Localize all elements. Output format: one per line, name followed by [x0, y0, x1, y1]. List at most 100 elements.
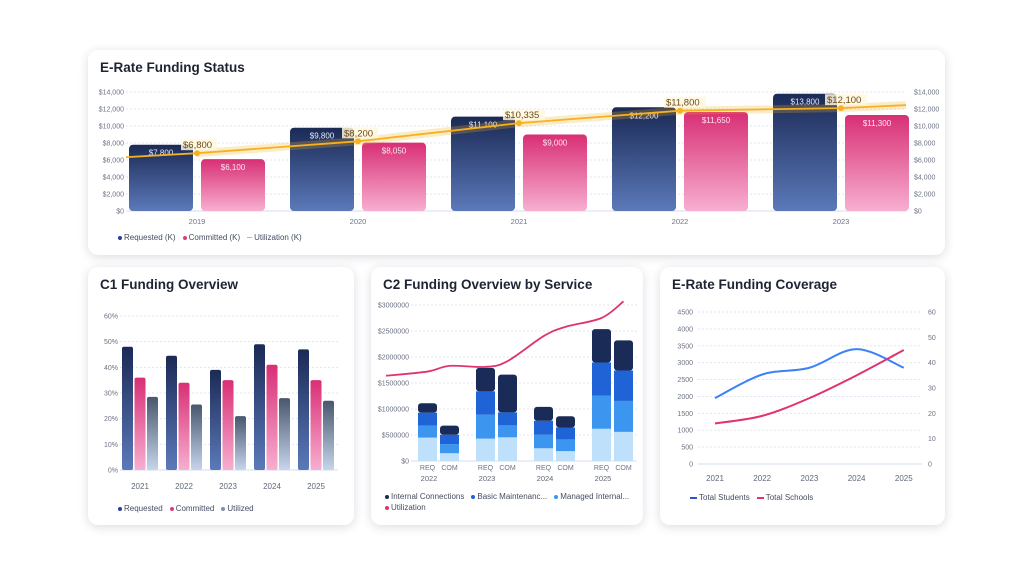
data-label-committed: $11,300 — [863, 119, 892, 128]
bar-segment-internal-connections — [418, 403, 437, 413]
legend-marker — [182, 235, 187, 240]
x-tick-label: REQ — [536, 465, 552, 472]
data-label-bg — [503, 109, 545, 121]
legend-marker — [169, 506, 174, 511]
bar-segment-light — [498, 437, 517, 461]
c1-funding-overview-card: C1 Funding Overview 0% 10% 20% 30% 40% 50% 60%… — [88, 267, 354, 525]
bar-segment-internal-connections — [498, 374, 517, 413]
erate-funding-status-chart: $0 $0 $2,000 $2,000 $4,000 $4,000 $6,000 $6,000… — [99, 90, 940, 227]
data-label-utilization: $6,800 — [183, 140, 212, 151]
x-tick-label: 2021 — [706, 474, 724, 483]
legend-marker — [471, 494, 476, 499]
bar-committed — [684, 111, 748, 211]
bar-requested — [612, 107, 676, 211]
y-tick-label: 50% — [104, 339, 118, 346]
bar-committed — [845, 114, 909, 211]
legend-managed-internal[interactable]: Managed Internal... — [554, 492, 629, 501]
x-tick-label: 2021 — [511, 217, 528, 226]
bar-segment-managed-internal — [440, 444, 459, 454]
legend-basic-maintenance[interactable]: Basic Maintenanc... — [471, 492, 547, 501]
legend-utilization[interactable]: Utilization (K) — [247, 233, 302, 242]
y2-tick-label: $2,000 — [914, 192, 936, 199]
legend: Total Students Total Schools — [690, 493, 813, 502]
x-group-label: 2023 — [479, 474, 496, 483]
y2-tick-label: 10 — [928, 436, 936, 443]
bar-segment-basic-maintenance — [418, 412, 437, 426]
legend-internal-connections[interactable]: Internal Connections — [385, 492, 464, 501]
y-tick-label: 0 — [689, 462, 693, 469]
data-label-committed: $11,650 — [702, 116, 731, 125]
x-tick-label: 2020 — [350, 217, 367, 226]
legend-requested[interactable]: Requested — [118, 504, 163, 513]
data-label-requested: $11,100 — [469, 121, 498, 130]
bar-segment-managed-internal — [592, 395, 611, 429]
bar-segment-managed-internal — [498, 425, 517, 438]
x-tick-label: 2024 — [848, 474, 866, 483]
erate-funding-coverage-card: E-Rate Funding Coverage 0 500 1000 1500 2000… — [660, 267, 945, 525]
legend-label: Utilized — [227, 504, 254, 513]
x-tick-label: 2024 — [263, 482, 281, 491]
y-tick-label: 10% — [104, 442, 118, 449]
y-tick-label: $6,000 — [103, 158, 125, 165]
bar-segment-internal-connections — [476, 367, 495, 392]
legend-marker — [554, 494, 559, 499]
legend-total-students[interactable]: Total Students — [690, 493, 750, 502]
data-label-utilization: $10,335 — [505, 110, 539, 121]
data-label-committed: $6,100 — [221, 163, 246, 172]
y-tick-label: 30% — [104, 391, 118, 398]
y-tick-label: $10,000 — [99, 124, 124, 131]
x-group-label: 2025 — [595, 474, 612, 483]
bar-segment-basic-maintenance — [476, 391, 495, 415]
data-label-bg — [825, 94, 867, 106]
y2-tick-label: $14,000 — [914, 90, 939, 97]
y-tick-label: 0% — [108, 468, 118, 475]
data-label-bg — [181, 139, 217, 151]
y-tick-label: $2000000 — [378, 355, 409, 362]
x-group-label: 2022 — [421, 474, 438, 483]
legend-marker — [690, 496, 697, 499]
y-tick-label: $0 — [401, 459, 409, 466]
legend-label: Utilization (K) — [254, 233, 302, 242]
legend-label: Managed Internal... — [560, 492, 630, 501]
bar-segment-light — [556, 451, 575, 461]
bar-requested — [129, 144, 193, 211]
legend-committed[interactable]: Committed — [169, 504, 214, 513]
bar-segment-internal-connections — [592, 329, 611, 363]
legend-committed[interactable]: Committed (K) — [182, 233, 240, 242]
x-tick-label: REQ — [420, 465, 436, 472]
legend-marker — [221, 506, 226, 511]
legend-total-schools[interactable]: Total Schools — [756, 493, 813, 502]
x-tick-label: 2023 — [219, 482, 237, 491]
y-tick-label: $8,000 — [103, 141, 125, 148]
bar-segment-light — [592, 428, 611, 461]
legend-utilization[interactable]: Utilization — [385, 503, 426, 512]
coverage-chart: 0 500 1000 1500 2000 2500 3000 3500 4000 4500 0 10 2… — [677, 310, 936, 484]
y2-tick-label: 60 — [928, 310, 936, 317]
erate-funding-status-card: E-Rate Funding Status $0 $0 $2,000 $2,000 $4… — [88, 50, 945, 255]
legend-marker — [118, 235, 122, 240]
utilization-line — [385, 300, 625, 377]
legend: Requested Committed Utilized — [118, 504, 254, 513]
bar-segment-light — [440, 453, 459, 461]
y-tick-label: $2500000 — [378, 329, 409, 336]
y-tick-label: $4,000 — [103, 175, 125, 182]
bar-utilized — [279, 398, 290, 470]
legend-utilized[interactable]: Utilized — [221, 504, 254, 513]
y-tick-label: $500000 — [382, 433, 409, 440]
x-tick-label: COM — [499, 465, 516, 472]
y2-tick-label: 20 — [928, 411, 936, 418]
x-tick-label: COM — [441, 465, 458, 472]
data-label-requested: $9,800 — [310, 132, 335, 141]
bar-committed — [310, 380, 322, 470]
legend-marker — [756, 496, 764, 499]
bar-requested — [122, 346, 133, 470]
bar-segment-light — [614, 431, 633, 461]
y-tick-label: 1500 — [677, 411, 693, 418]
bar-committed — [178, 382, 190, 470]
bar-committed — [523, 134, 587, 211]
bar-committed — [362, 142, 426, 211]
legend-requested[interactable]: Requested (K) — [118, 233, 176, 242]
bar-segment-light — [534, 448, 553, 461]
x-tick-label: 2023 — [833, 217, 850, 226]
bar-requested — [451, 116, 515, 211]
